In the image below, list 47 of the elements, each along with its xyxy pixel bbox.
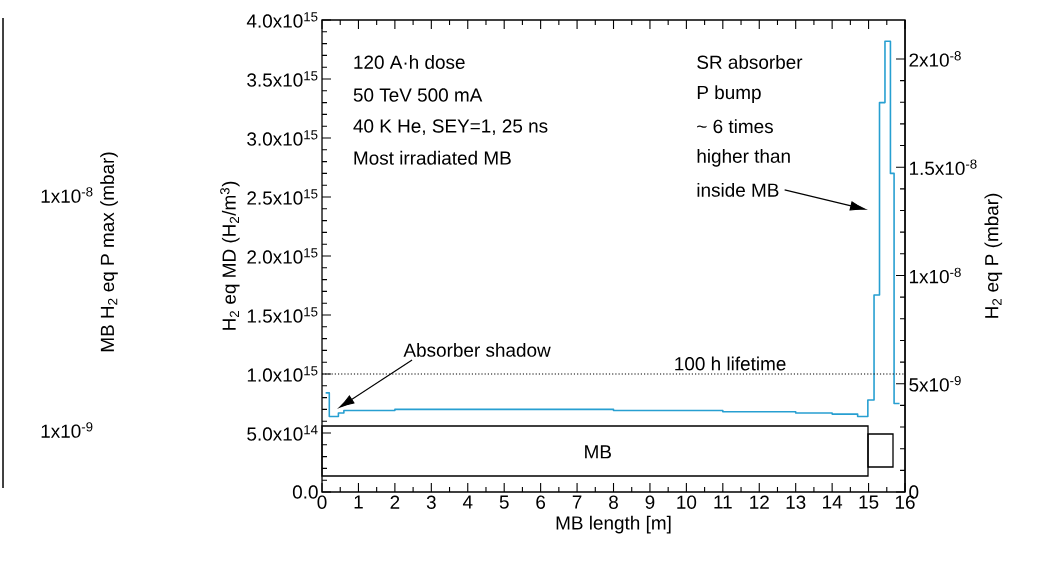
- x-tick-label: 13: [786, 495, 806, 509]
- x-tick-label: 2: [390, 495, 400, 509]
- x-tick-label: 1: [354, 495, 363, 509]
- annotation: SR absorber: [697, 55, 803, 69]
- x-tick-label: 10: [677, 495, 697, 509]
- x-tick-label: 4: [462, 495, 473, 509]
- x-tick-label: 7: [572, 495, 582, 509]
- annotation: P bump: [697, 85, 761, 103]
- annotation: Most irradiated MB: [354, 150, 511, 165]
- text: 1x10$^{-8}$: [41, 187, 93, 203]
- annotation: MB: [585, 445, 611, 459]
- y-tick-label: 4.0x10$^{15}$: [246, 12, 318, 28]
- y2-axis-title: H$_{2}$ eq P (mbar): [984, 193, 1003, 318]
- y-tick-label: 1.5x10$^{15}$: [247, 307, 318, 323]
- annotation: ~ 6 times: [697, 119, 773, 134]
- x-tick-label: 8: [609, 495, 618, 509]
- y2-tick-label: 5x10$^{-9}$: [909, 375, 961, 392]
- x-tick-label: 12: [750, 495, 769, 509]
- text: 1x10$^{-9}$: [41, 422, 93, 438]
- x-tick-label: 6: [536, 495, 546, 509]
- y-tick-label: 2.5x10$^{15}$: [247, 189, 318, 205]
- x-tick-label: 11: [714, 495, 732, 509]
- y2-tick-label: 1.5x10$^{-8}$: [909, 159, 977, 176]
- text: MB H$_{2}$ eq P max (mbar): [100, 152, 118, 352]
- annotation: 50 TeV 500 mA: [353, 88, 483, 102]
- y-tick-label: 3.0x10$^{15}$: [247, 130, 318, 146]
- x-tick-label: 5: [499, 495, 509, 509]
- annotation: inside MB: [697, 182, 779, 197]
- y2-tick-label: 2x10$^{-8}$: [909, 51, 961, 67]
- ref-line-label: 100 h lifetime: [675, 356, 786, 371]
- y2-tick-label: 1x10$^{-8}$: [909, 267, 961, 284]
- x-tick-label: 15: [859, 495, 879, 509]
- annotation: higher than: [697, 148, 790, 167]
- y-tick-label: 1.0x10$^{15}$: [247, 366, 318, 382]
- y-tick-label: 2.0x10$^{15}$: [247, 248, 318, 264]
- y-tick-label: 5.0x10$^{14}$: [247, 425, 318, 441]
- y-tick-label: 3.5x10$^{15}$: [247, 71, 318, 87]
- x-tick-label: 3: [426, 495, 436, 509]
- annotation: Absorber shadow: [403, 342, 551, 357]
- y-tick-label: 0.0: [292, 485, 318, 499]
- x-axis-title: MB length [m]: [556, 515, 671, 534]
- annotation: 40 K He, SEY=1, 25 ns: [353, 119, 548, 135]
- x-tick-label: 0: [317, 495, 327, 509]
- annotation: 120 A·h dose: [354, 55, 465, 69]
- y-axis-title: H$_{2}$ eq MD (H$_{2}$/m$^{3}$): [220, 181, 240, 330]
- x-tick-label: 14: [823, 495, 843, 509]
- x-tick-label: 9: [645, 495, 655, 509]
